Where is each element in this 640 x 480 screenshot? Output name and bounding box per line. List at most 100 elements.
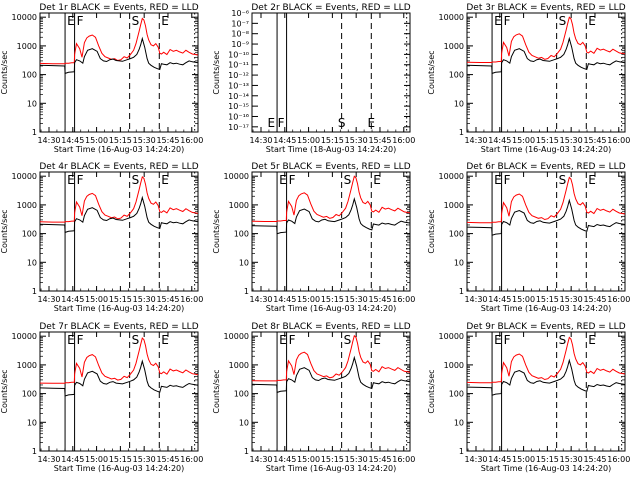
lld-series-line [40, 17, 198, 65]
y-tick-label: 100 [449, 71, 464, 80]
x-axis-label: Start Time (16-Aug-03 14:24:20) [481, 464, 612, 473]
panel-title: Det 9r BLACK = Events, RED = LLD [466, 322, 625, 332]
x-tick-label: 14:45 [273, 295, 296, 304]
x-tick-label: 14:30 [464, 295, 487, 304]
y-tick-label: 10 [27, 418, 37, 427]
x-axis-label: Start Time (18-Aug-03 14:24:20) [266, 145, 397, 154]
x-tick-label: 15:30 [133, 136, 156, 145]
y-tick-label: 1000 [444, 201, 464, 210]
x-axis-label: Start Time (16-Aug-03 14:24:20) [54, 304, 185, 313]
x-tick-label: 16:00 [180, 455, 203, 464]
panel-title: Det 8r BLACK = Events, RED = LLD [251, 322, 410, 332]
y-tick-label: 100 [22, 390, 37, 399]
x-tick-label: 14:45 [61, 136, 84, 145]
x-axis-label: Start Time (16-Aug-03 14:24:20) [266, 304, 397, 313]
x-tick-label: 14:45 [273, 455, 296, 464]
x-tick-label: 14:30 [464, 455, 487, 464]
y-axis-label: Counts/sec [0, 50, 9, 94]
y-tick-label: 10 [27, 258, 37, 267]
y-tick-label: 1 [459, 447, 464, 456]
events-series-line [467, 198, 625, 236]
events-series-line [467, 36, 625, 75]
x-tick-label: 14:45 [61, 455, 84, 464]
x-tick-label: 15:00 [512, 136, 535, 145]
x-tick-label: 15:45 [583, 136, 606, 145]
y-tick-label: 10000 [439, 332, 464, 341]
x-tick-label: 14:45 [61, 295, 84, 304]
y-tick-label: 10000 [224, 172, 249, 181]
panel-title: Det 3r BLACK = Events, RED = LLD [466, 3, 625, 13]
lld-series-line [467, 336, 625, 384]
panel-det-8: Det 8r BLACK = Events, RED = LLD Counts/s… [212, 322, 415, 473]
y-tick-label: 100 [22, 230, 37, 239]
x-tick-label: 16:00 [607, 136, 630, 145]
y-tick-label: 10⁻¹⁰ [228, 50, 249, 59]
marker-label: F [504, 333, 511, 347]
y-tick-label: 10 [27, 99, 37, 108]
y-tick-label: 1000 [229, 361, 249, 370]
y-axis-label: Counts/sec [427, 209, 436, 253]
marker-label: E [279, 173, 287, 187]
x-tick-label: 15:15 [109, 295, 132, 304]
y-axis-label: Counts/sec [0, 209, 9, 253]
x-tick-label: 15:45 [368, 295, 391, 304]
plot-frame [251, 331, 411, 452]
panel-title: Det 7r BLACK = Events, RED = LLD [39, 322, 198, 332]
marker-label: E [588, 333, 596, 347]
x-tick-label: 15:45 [368, 136, 391, 145]
x-tick-label: 15:30 [133, 455, 156, 464]
y-tick-label: 10⁻⁷ [231, 19, 249, 28]
y-tick-label: 10⁻¹⁴ [228, 92, 249, 101]
x-tick-label: 15:15 [321, 455, 344, 464]
panel-det-2: Det 2r BLACK = Events, RED = LLD Counts/s… [212, 3, 415, 154]
x-tick-label: 16:00 [392, 455, 415, 464]
plot-frame [39, 331, 199, 452]
marker-label: S [132, 333, 140, 347]
x-tick-label: 15:30 [345, 455, 368, 464]
x-tick-label: 15:45 [583, 455, 606, 464]
marker-label: E [373, 173, 381, 187]
marker-label: S [132, 173, 140, 187]
lld-series-line [252, 175, 410, 222]
x-tick-label: 16:00 [392, 295, 415, 304]
panel-det-1: Det 1r BLACK = Events, RED = LLD Counts/s… [0, 3, 203, 154]
y-tick-label: 10000 [12, 172, 37, 181]
y-axis-label: Counts/sec [212, 209, 221, 253]
x-tick-label: 15:15 [321, 136, 344, 145]
marker-label: E [67, 173, 75, 187]
x-tick-label: 15:30 [133, 295, 156, 304]
panel-title: Det 6r BLACK = Events, RED = LLD [466, 162, 625, 172]
x-tick-label: 14:30 [249, 136, 272, 145]
y-tick-label: 100 [449, 230, 464, 239]
x-tick-label: 14:45 [488, 136, 511, 145]
y-tick-label: 100 [22, 71, 37, 80]
marker-label: F [77, 333, 84, 347]
x-axis-label: Start Time (16-Aug-03 14:24:20) [54, 464, 185, 473]
marker-label: S [559, 173, 567, 187]
x-tick-label: 15:15 [109, 136, 132, 145]
y-tick-label: 10 [239, 258, 249, 267]
x-tick-label: 16:00 [607, 295, 630, 304]
marker-label: E [588, 14, 596, 28]
events-series-line [252, 196, 410, 235]
y-axis-label: Counts/sec [0, 369, 9, 413]
marker-label: E [67, 333, 75, 347]
panel-det-7: Det 7r BLACK = Events, RED = LLD Counts/s… [0, 322, 203, 473]
y-tick-label: 1000 [17, 42, 37, 51]
x-tick-label: 14:30 [37, 136, 60, 145]
y-tick-label: 10 [454, 418, 464, 427]
marker-label: S [338, 116, 346, 130]
y-axis-label: Counts/sec [212, 369, 221, 413]
marker-label: F [77, 14, 84, 28]
x-tick-label: 15:30 [560, 295, 583, 304]
y-tick-label: 1 [459, 287, 464, 296]
lld-series-line [40, 175, 198, 223]
y-tick-label: 10 [454, 99, 464, 108]
x-tick-label: 15:00 [85, 295, 108, 304]
y-axis-label: Counts/sec [427, 369, 436, 413]
y-tick-label: 10⁻¹² [228, 71, 249, 80]
y-tick-label: 1 [459, 128, 464, 137]
plot-frame [39, 171, 199, 292]
marker-label: E [279, 333, 287, 347]
